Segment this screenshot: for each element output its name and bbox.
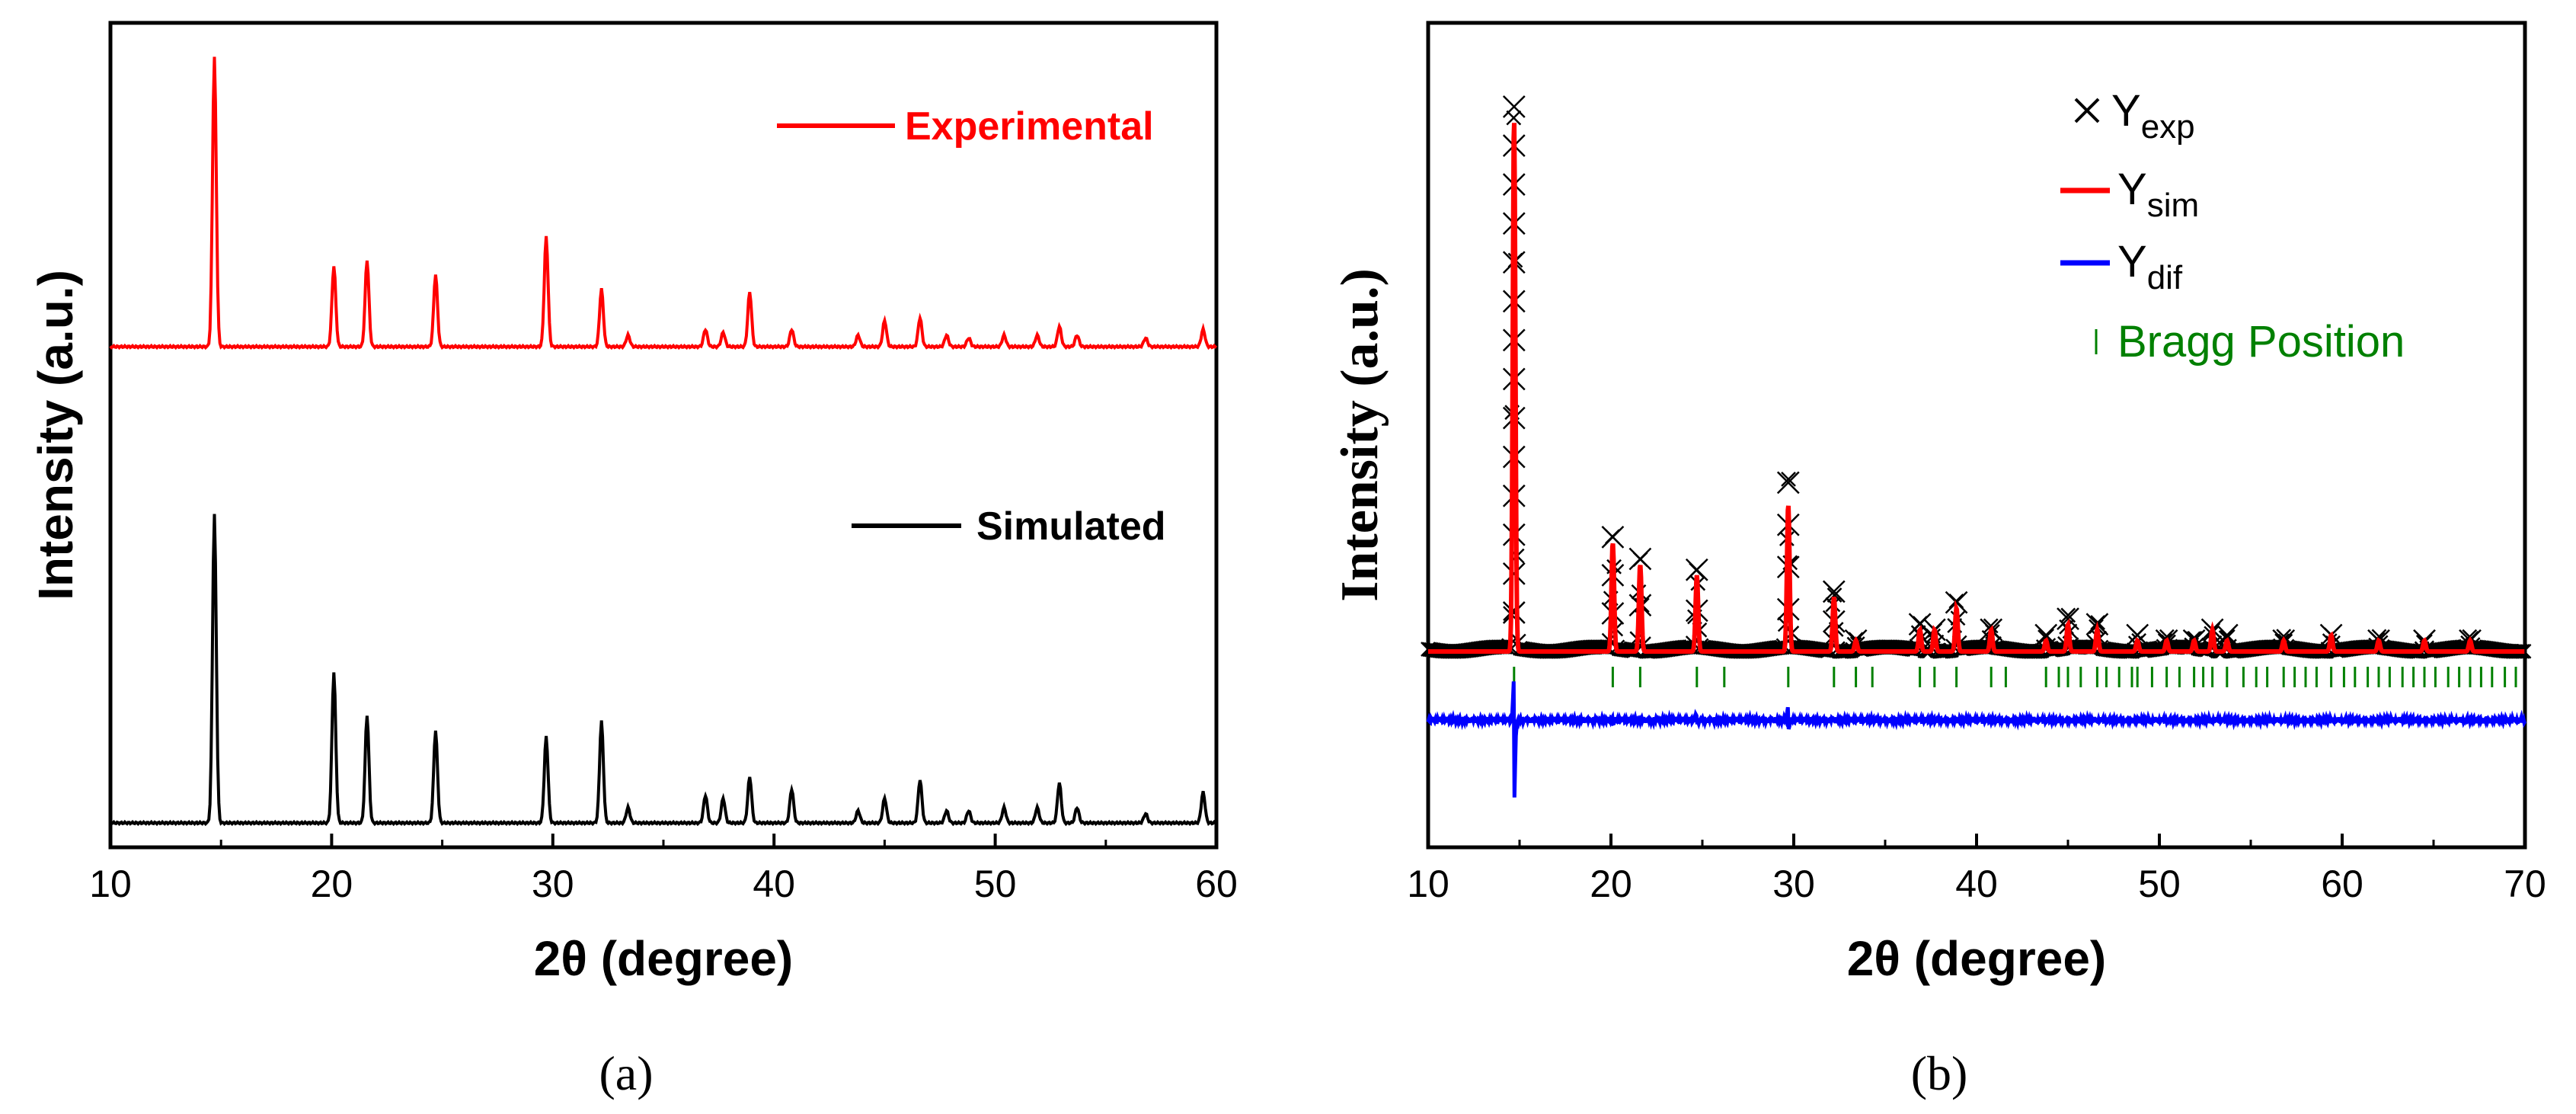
panel-a-series: [109, 56, 1218, 827]
panel-a-x-tick-label-30: 30: [532, 863, 574, 905]
legend-bragg: Bragg Position: [2095, 317, 2405, 367]
panel-b-x-tick-label-60: 60: [2321, 863, 2363, 905]
yexp-peak-point: [1502, 95, 1526, 118]
yexp-peak-point: [2215, 623, 2239, 647]
panel-b-x-tick-label-20: 20: [1590, 863, 1632, 905]
legend-yexp: Yexp: [2074, 86, 2195, 146]
panel-b-x-axis-label: 2θ (degree): [1847, 931, 2106, 986]
panel-a-x-tick-labels: 10 20 30 40 50 60: [89, 863, 1238, 905]
legend-label-ydif: Ydif: [2117, 237, 2183, 296]
panel-b-x-tick-label-30: 30: [1772, 863, 1815, 905]
legend-ydif: Ydif: [2060, 237, 2183, 296]
panel-b-ysim-series: [1428, 123, 2525, 654]
panel-a-x-tick-label-20: 20: [311, 863, 353, 905]
panel-a-x-axis-label: 2θ (degree): [534, 931, 793, 986]
yexp-peak-point: [1776, 471, 1800, 495]
panel-a: 10 20 30 40 50 60 Experimental Simulated Inte…: [28, 21, 1238, 1100]
panel-b-bragg-series: [1513, 667, 2517, 687]
yexp-point: [1781, 472, 1796, 487]
yexp-peak-point: [1601, 525, 1625, 549]
panel-b-label: (b): [1911, 1046, 1968, 1100]
panel-a-x-tick-label-10: 10: [89, 863, 132, 905]
legend-label-yexp: Yexp: [2111, 86, 2195, 146]
panel-b-ydif-series: [1426, 681, 2527, 798]
yexp-point: [1983, 618, 1999, 634]
panel-b-y-axis-label: Intensity (a.u.): [1331, 268, 1389, 602]
panel-b-x-tick-label-40: 40: [1955, 863, 1998, 905]
panel-b-x-tick-label-50: 50: [2138, 863, 2181, 905]
panel-b-yexp-series: [1421, 95, 2532, 659]
panel-a-y-axis-label: Intensity (a.u.): [28, 270, 83, 600]
panel-b-x-ticks: [1427, 834, 2526, 847]
series-line-ydif: [1426, 681, 2527, 798]
legend-label-simulated: Simulated: [976, 504, 1166, 549]
series-line-ysim: [1428, 123, 2525, 654]
yexp-point: [1827, 587, 1843, 603]
yexp-peak-point: [2057, 607, 2079, 630]
panel-a-x-tick-label-50: 50: [974, 863, 1017, 905]
panel-a-x-tick-label-60: 60: [1195, 863, 1238, 905]
yexp-peak-point: [2126, 623, 2149, 647]
yexp-point: [2060, 607, 2076, 623]
series-line-experimental: [109, 56, 1218, 351]
yexp-peak-point: [1945, 591, 1968, 614]
yexp-peak-point: [1822, 580, 1846, 603]
legend-ysim: Ysim: [2060, 165, 2199, 224]
panel-a-x-tick-label-40: 40: [753, 863, 795, 905]
yexp-peak-point: [1685, 558, 1708, 581]
panel-b-x-tick-label-70: 70: [2504, 863, 2546, 905]
yexp-peak-point: [1502, 562, 1526, 585]
yexp-peak-point: [1908, 613, 1932, 636]
legend-label-ysim: Ysim: [2117, 165, 2199, 224]
legend-label-experimental: Experimental: [905, 104, 1154, 149]
yexp-point: [2371, 629, 2387, 645]
yexp-peak-point: [1502, 601, 1526, 624]
panel-b-x-tick-labels: 10 20 30 40 50 60 70: [1407, 863, 2546, 905]
panel-a-x-ticks: [109, 834, 1218, 847]
yexp-peak-point: [1628, 547, 1652, 571]
legend-label-bragg: Bragg Position: [2117, 317, 2405, 367]
legend-marker-yexp: [2074, 98, 2100, 123]
series-line-simulated: [109, 514, 1218, 827]
panel-b: 10 20 30 40 50 60 70 Yexp Ysim Ydif Bragg Posi…: [1331, 21, 2546, 1100]
panel-b-x-tick-label-10: 10: [1407, 863, 1449, 905]
panel-a-label: (a): [599, 1046, 653, 1100]
yexp-peak-point: [2034, 623, 2058, 647]
yexp-point: [1506, 110, 1522, 126]
